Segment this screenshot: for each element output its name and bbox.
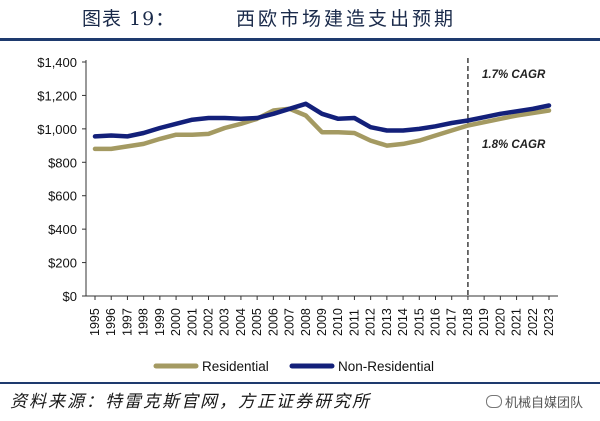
figure-number: 图表 19： — [82, 8, 176, 30]
series-line-residential — [92, 106, 552, 152]
legend-label-residential: Residential — [202, 359, 269, 374]
bottom-rule — [0, 382, 600, 384]
x-tick-label: 2007 — [283, 308, 297, 336]
x-tick-label: 2012 — [364, 308, 378, 336]
series-line-non-residential — [92, 101, 552, 139]
y-tick-label: $1,000 — [37, 122, 77, 137]
x-tick-label: 2010 — [331, 308, 345, 336]
x-tick-label: 2004 — [234, 308, 248, 336]
x-tick-label: 2019 — [477, 308, 491, 336]
x-tick-label: 1996 — [104, 308, 118, 336]
series-layer — [92, 101, 552, 152]
x-tick-label: 2001 — [185, 308, 199, 336]
x-tick-label: 2000 — [169, 308, 183, 336]
x-tick-label: 2021 — [510, 308, 524, 336]
x-tick-label: 2009 — [315, 308, 329, 336]
y-tick-label: $800 — [48, 155, 77, 170]
wechat-icon — [486, 395, 502, 408]
y-tick-label: $200 — [48, 256, 77, 271]
y-tick-label: $1,200 — [37, 88, 77, 103]
x-tick-label: 2002 — [202, 308, 216, 336]
cagr-annotation: 1.7% CAGR — [482, 69, 546, 81]
cagr-annotation: 1.8% CAGR — [482, 139, 546, 151]
x-tick-label: 2022 — [526, 308, 540, 336]
y-tick-label: $1,400 — [37, 55, 77, 70]
legend-label-non-residential: Non-Residential — [338, 359, 434, 374]
x-tick-label: 2008 — [299, 308, 313, 336]
top-rule — [0, 38, 600, 41]
x-axis: 1995 1996 1997 1998 1999 2000 2001 2002 2003 2004… — [86, 295, 558, 336]
source-note: 资料来源：特雷克斯官网，方正证券研究所 — [10, 392, 371, 412]
line-chart: $0 $200 $400 $600 $800 $1,000 $1,200 $1,400 199… — [37, 55, 558, 374]
figure-title: 图表 19： 西欧市场建造支出预期 — [0, 4, 600, 32]
x-tick-label: 2011 — [347, 309, 361, 336]
x-tick-label: 1997 — [120, 308, 134, 336]
watermark-text: 机械自媒团队 — [505, 396, 584, 411]
x-tick-label: 2018 — [461, 308, 475, 336]
y-tick-label: $400 — [48, 222, 77, 237]
x-tick-label: 2016 — [429, 308, 443, 336]
x-tick-label: 2017 — [445, 308, 459, 336]
y-axis: $0 $200 $400 $600 $800 $1,000 $1,200 $1,400 — [37, 55, 87, 304]
y-tick-label: $0 — [63, 289, 77, 304]
x-tick-label: 1999 — [153, 308, 167, 336]
x-tick-label: 2006 — [266, 308, 280, 336]
x-tick-label: 2013 — [380, 308, 394, 336]
x-tick-label: 2005 — [250, 308, 264, 336]
x-tick-label: 1995 — [88, 308, 102, 336]
x-tick-label: 2020 — [493, 308, 507, 336]
x-tick-label: 2023 — [542, 308, 556, 336]
annotations: 1.7% CAGR 1.8% CAGR — [482, 69, 546, 151]
x-tick-label: 2015 — [412, 308, 426, 336]
x-tick-label: 2003 — [218, 308, 232, 336]
x-tick-label: 2014 — [396, 308, 410, 336]
legend: Residential Non-Residential — [153, 359, 434, 374]
y-tick-label: $600 — [48, 189, 77, 204]
x-tick-label: 1998 — [137, 308, 151, 336]
figure-title-text: 西欧市场建造支出预期 — [236, 8, 457, 30]
watermark: 机械自媒团队 — [486, 392, 583, 411]
